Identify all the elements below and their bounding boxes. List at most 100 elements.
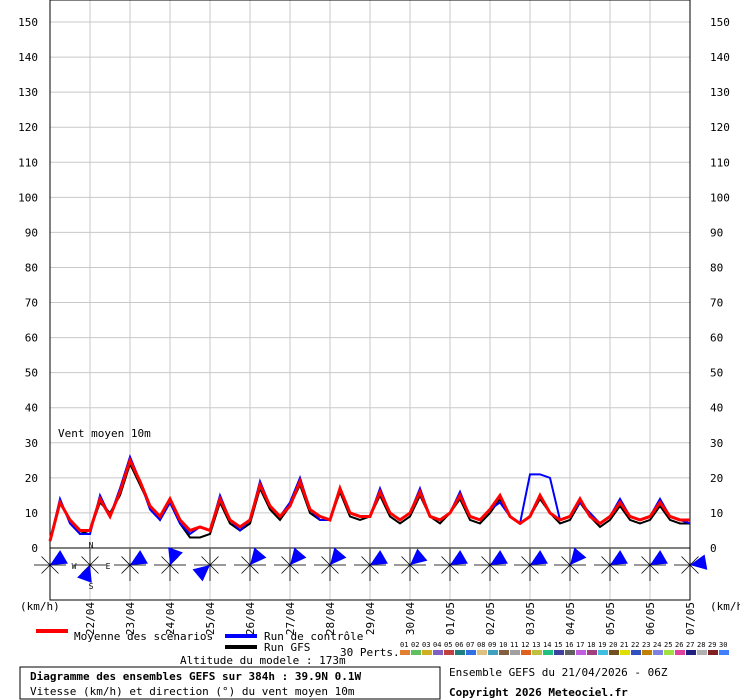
- pert-label: 14: [543, 641, 551, 649]
- pert-label: 19: [598, 641, 606, 649]
- pert-label: 10: [499, 641, 507, 649]
- rose-spoke: [121, 556, 131, 566]
- rose-spoke: [601, 556, 611, 566]
- pert-swatch: [565, 650, 575, 655]
- y-tick-label: 40: [710, 402, 723, 415]
- wind-direction: [77, 565, 92, 583]
- pert-label: 01: [400, 641, 408, 649]
- wind-direction: [530, 550, 548, 565]
- rose-spoke: [161, 556, 171, 566]
- y-tick-label: 50: [710, 367, 723, 380]
- pert-swatch: [433, 650, 443, 655]
- pert-swatch: [620, 650, 630, 655]
- wind-direction: [250, 547, 267, 565]
- y-tick-label: 50: [25, 367, 38, 380]
- rose-spoke: [249, 564, 259, 574]
- pert-swatch: [719, 650, 729, 655]
- rose-spoke: [89, 556, 99, 566]
- x-tick-label: 04/05: [564, 602, 577, 635]
- x-tick-label: 07/05: [684, 602, 697, 635]
- pert-swatch: [532, 650, 542, 655]
- y-tick-label: 130: [710, 86, 730, 99]
- compass-label: S: [89, 582, 94, 591]
- pert-swatch: [675, 650, 685, 655]
- x-tick-label: 25/04: [204, 602, 217, 635]
- rose-spoke: [441, 564, 451, 574]
- rose-spoke: [521, 556, 531, 566]
- rose-spoke: [689, 564, 699, 574]
- pert-label: 08: [477, 641, 485, 649]
- pert-swatch: [598, 650, 608, 655]
- y-tick-label: 90: [25, 226, 38, 239]
- x-tick-label: 02/05: [484, 602, 497, 635]
- rose-spoke: [89, 564, 99, 574]
- rose-spoke: [521, 564, 531, 574]
- pert-swatch: [543, 650, 553, 655]
- y-tick-label: 120: [710, 121, 730, 134]
- rose-spoke: [561, 556, 571, 566]
- compass-label: N: [89, 541, 94, 550]
- title: Diagramme des ensembles GEFS sur 384h : …: [30, 670, 362, 683]
- y-tick-label: 140: [710, 51, 730, 64]
- x-tick-label: 23/04: [124, 602, 137, 635]
- pert-swatch: [642, 650, 652, 655]
- x-tick-label: 28/04: [324, 602, 337, 635]
- rose-spoke: [321, 556, 331, 566]
- rose-spoke: [489, 564, 499, 574]
- perts-label: 30 Perts.: [340, 646, 400, 659]
- pert-swatch: [609, 650, 619, 655]
- rose-spoke: [529, 564, 539, 574]
- pert-swatch: [499, 650, 509, 655]
- frame: [49, 0, 691, 601]
- pert-swatch: [697, 650, 707, 655]
- rose-spoke: [361, 556, 371, 566]
- rose-spoke: [401, 564, 411, 574]
- y-tick-label: 20: [710, 472, 723, 485]
- rose-spoke: [129, 564, 139, 574]
- rose-spoke: [241, 556, 251, 566]
- x-tick-label: 29/04: [364, 602, 377, 635]
- pert-label: 03: [422, 641, 430, 649]
- y-tick-label: 20: [25, 472, 38, 485]
- y-tick-label: 100: [18, 191, 38, 204]
- wind-direction: [650, 550, 668, 565]
- y-tick-label: 70: [25, 297, 38, 310]
- pert-swatch: [708, 650, 718, 655]
- annotation: Vent moyen 10m: [58, 427, 151, 440]
- rose-spoke: [49, 564, 59, 574]
- copyright: Copyright 2026 Meteociel.fr: [449, 686, 628, 699]
- rose-spoke: [609, 564, 619, 574]
- legend-label: Run de contrôle: [264, 630, 363, 643]
- pert-swatch: [488, 650, 498, 655]
- rose-spoke: [161, 564, 171, 574]
- pert-swatch: [631, 650, 641, 655]
- rose-spoke: [329, 564, 339, 574]
- rose-spoke: [641, 556, 651, 566]
- rose-spoke: [401, 556, 411, 566]
- pert-label: 30: [719, 641, 727, 649]
- legend-label: Run GFS: [264, 641, 310, 654]
- pert-label: 15: [554, 641, 562, 649]
- pert-swatch: [411, 650, 421, 655]
- wind-direction: [450, 550, 468, 565]
- y-tick-label: 0: [710, 542, 717, 555]
- compass-label: E: [106, 562, 111, 571]
- rose-spoke: [649, 564, 659, 574]
- legend-label: Moyenne des scénarios: [74, 630, 213, 643]
- pert-label: 16: [565, 641, 573, 649]
- rose-spoke: [681, 564, 691, 574]
- rose-spoke: [481, 564, 491, 574]
- y-tick-label: 30: [710, 437, 723, 450]
- rose-spoke: [561, 564, 571, 574]
- rose-spoke: [449, 564, 459, 574]
- rose-spoke: [201, 556, 211, 566]
- series-line: [48, 456, 690, 542]
- y-tick-label: 60: [710, 332, 723, 345]
- compass-label: W: [72, 562, 77, 571]
- rose-spoke: [681, 556, 691, 566]
- y-tick-label: 100: [710, 191, 730, 204]
- x-tick-label: 26/04: [244, 602, 257, 635]
- pert-label: 11: [510, 641, 518, 649]
- pert-swatch: [653, 650, 663, 655]
